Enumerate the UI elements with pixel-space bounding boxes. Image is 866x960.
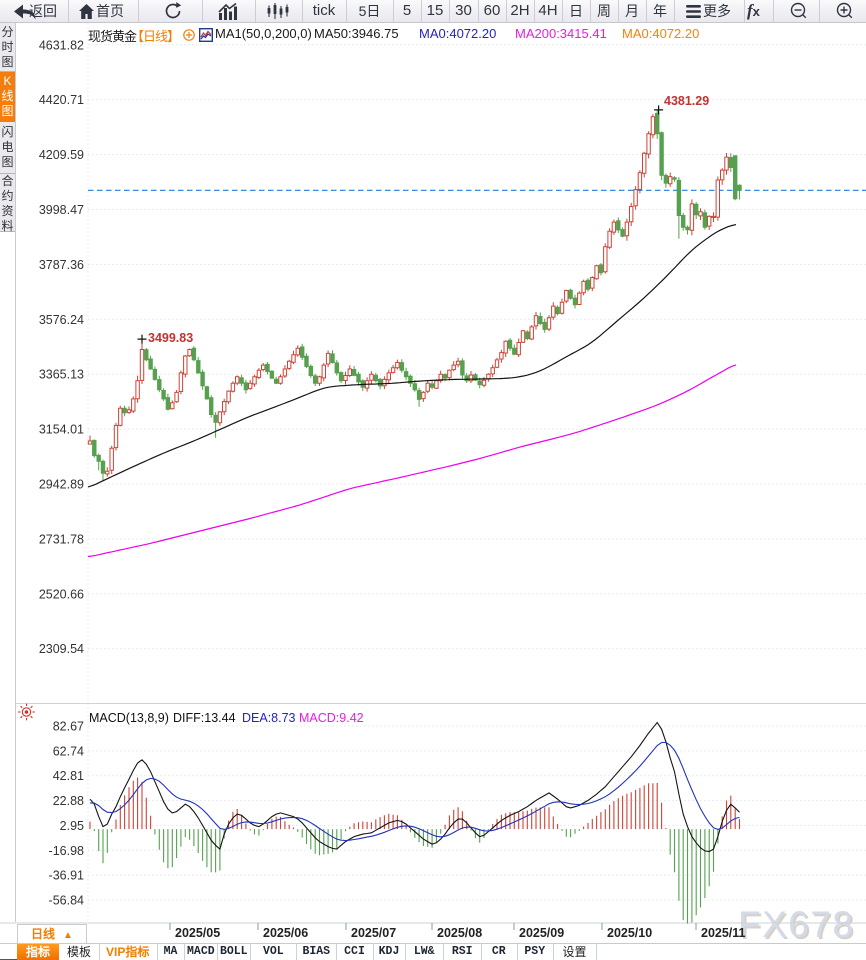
svg-text:4420.71: 4420.71	[39, 93, 84, 107]
svg-text:2731.78: 2731.78	[39, 532, 84, 546]
svg-text:4209.59: 4209.59	[39, 148, 84, 162]
svg-text:DIFF:13.44: DIFF:13.44	[173, 711, 236, 725]
svg-text:2025/08: 2025/08	[437, 926, 482, 940]
svg-text:2025/07: 2025/07	[351, 926, 396, 940]
svg-text:2520.66: 2520.66	[39, 587, 84, 601]
svg-text:4631.82: 4631.82	[39, 38, 84, 52]
svg-text:MACD(13,8,9): MACD(13,8,9)	[89, 711, 169, 725]
svg-text:82.67: 82.67	[53, 720, 84, 734]
svg-text:FX678: FX678	[738, 904, 855, 945]
svg-text:3154.01: 3154.01	[39, 423, 84, 437]
svg-text:3365.13: 3365.13	[39, 368, 84, 382]
svg-text:3499.83: 3499.83	[148, 331, 193, 345]
svg-text:22.88: 22.88	[53, 794, 84, 808]
svg-text:2309.54: 2309.54	[39, 642, 84, 656]
svg-text:4381.29: 4381.29	[664, 94, 709, 108]
svg-text:2025/06: 2025/06	[263, 926, 308, 940]
svg-text:2025/11: 2025/11	[701, 926, 746, 940]
svg-text:-56.84: -56.84	[49, 894, 84, 908]
svg-text:2025/09: 2025/09	[519, 926, 564, 940]
svg-text:3787.36: 3787.36	[39, 258, 84, 272]
svg-text:62.74: 62.74	[53, 744, 84, 758]
svg-text:2942.89: 2942.89	[39, 478, 84, 492]
svg-text:3998.47: 3998.47	[39, 203, 84, 217]
svg-text:FX678: FX678	[740, 906, 857, 947]
svg-text:DEA:8.73: DEA:8.73	[242, 711, 296, 725]
svg-text:MACD:9.42: MACD:9.42	[299, 711, 364, 725]
svg-text:-16.98: -16.98	[49, 844, 84, 858]
svg-text:2025/10: 2025/10	[607, 926, 652, 940]
svg-text:3576.24: 3576.24	[39, 313, 84, 327]
svg-text:2025/05: 2025/05	[175, 926, 220, 940]
svg-text:42.81: 42.81	[53, 769, 84, 783]
svg-text:2.95: 2.95	[60, 819, 84, 833]
svg-text:-36.91: -36.91	[49, 869, 84, 883]
